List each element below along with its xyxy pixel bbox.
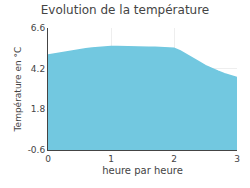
svg-text:-0.6: -0.6 <box>28 145 46 155</box>
svg-text:Température en °C: Température en °C <box>13 47 23 133</box>
svg-text:4.2: 4.2 <box>31 64 45 74</box>
svg-text:6.6: 6.6 <box>31 23 46 33</box>
svg-text:1: 1 <box>108 154 114 164</box>
svg-text:3: 3 <box>234 154 240 164</box>
svg-text:2: 2 <box>171 154 177 164</box>
svg-text:1.8: 1.8 <box>31 104 46 114</box>
svg-text:heure par heure: heure par heure <box>102 165 183 176</box>
svg-text:Evolution de la température: Evolution de la température <box>41 3 210 17</box>
svg-text:0: 0 <box>45 154 51 164</box>
